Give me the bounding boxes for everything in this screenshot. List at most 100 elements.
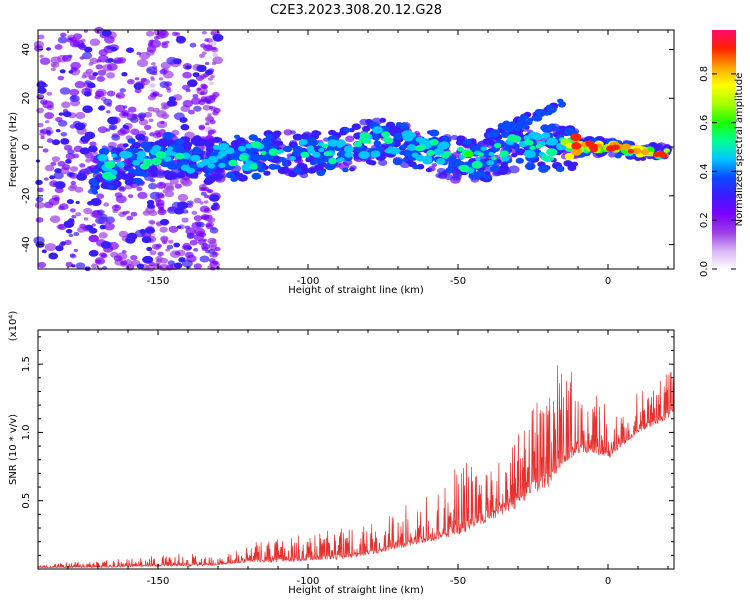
spectrogram-cell [58,205,65,211]
snr-scale-label: (x10⁴) [8,311,19,342]
spectrogram-cell [61,101,71,109]
spectrogram-cell [161,113,170,119]
spectrogram-cell [136,263,145,269]
spectrogram-cell [426,150,435,156]
spectrogram-cell [40,135,45,140]
spectrogram-cell [436,158,446,165]
spectrogram-y-axis-label: Frequency (Hz) [8,112,19,188]
spectrogram-cell [188,109,195,115]
spectrogram-cell [89,178,97,184]
spectrogram-cell [366,159,374,165]
snr-x-axis-label: Height of straight line (km) [288,585,424,596]
spectrogram-cell [194,227,206,236]
spectrogram-cell [494,142,502,148]
spectrogram-cell [130,255,138,261]
spectrogram-cell [116,161,125,168]
spectrogram-cell [279,157,287,162]
spectrogram-cell [69,88,80,96]
spectrogram-cell [63,144,73,151]
spectrogram-cell [34,45,44,52]
spectrogram-cell [306,137,316,144]
spectrogram-cell [372,126,383,134]
spectrogram-cell [204,208,209,212]
spectrogram-cell [88,74,96,81]
spectrogram-cell [149,191,161,200]
spectrogram-cell [190,154,201,162]
spectrogram-cell [74,80,86,89]
spectrogram-cell [164,190,175,198]
spectrogram-cell [201,84,209,90]
spectrogram-cell [373,140,382,146]
spectrogram-cell [311,130,321,137]
spectrogram-cell [541,154,550,161]
spectrogram-cell [546,137,559,146]
spectrogram-cell [281,161,289,167]
spectrogram-cell [208,81,214,85]
spectrogram-cell [392,158,403,166]
spectrogram-cell [237,174,248,182]
spectrogram-cell [37,122,44,128]
spectrogram-cell [159,81,170,89]
spectrogram-cell [58,120,68,127]
spectrogram-cell [318,148,325,153]
spectrogram-cell [176,35,186,44]
spectrogram-cell [456,135,466,142]
spectrogram-cell [127,167,136,174]
spectrogram-cell [265,133,273,139]
spectrogram-cell [200,191,207,196]
spectrogram-cell [91,223,96,227]
spectrogram-x-tick-label: -100 [297,276,320,287]
spectrogram-cell [84,167,95,175]
spectrogram-cell [298,139,308,146]
spectrogram-cell [608,152,616,158]
spectrogram-cell [74,122,86,131]
spectrogram-cell [238,154,248,161]
spectrogram-cell [45,130,51,135]
spectrogram-cell [212,56,223,65]
spectrogram-cell [491,156,497,161]
spectrogram-cell [95,64,103,70]
spectrogram-cell [157,251,164,257]
spectrogram-cell [44,243,57,252]
spectrogram-cell [207,132,213,136]
spectrogram-cell [64,239,72,246]
spectrogram-cell [150,172,158,177]
spectrogram-cell [215,137,223,142]
spectrogram-x-axis-label: Height of straight line (km) [288,285,424,296]
spectrogram-cell [212,52,219,58]
spectrogram-cell [46,91,53,96]
spectrogram-cell [172,31,178,36]
spectrogram-cell [344,151,354,158]
spectrogram-y-tick-label: 40 [21,43,32,56]
spectrogram-cell [136,51,142,56]
spectrogram-cell [173,58,182,65]
spectrogram-cell [508,165,520,174]
spectrogram-cell [516,122,526,129]
spectrogram-cell [343,127,350,133]
spectrogram-cell [82,51,93,60]
spectrogram-cell [126,215,134,221]
spectrogram-cell [51,156,61,163]
spectrogram-cell [203,44,213,52]
spectrogram-cell [202,104,211,111]
spectrogram-cell [73,231,80,237]
spectrogram-cell [320,157,327,162]
spectrogram-cell [277,149,284,154]
snr-panel: -150 -100 -50 0 0.5 1.0 1.5 Height of straight… [8,311,675,596]
spectrogram-cell [351,123,361,130]
spectrogram-cell [115,92,125,99]
spectrogram-cell [537,109,546,116]
spectrogram-cell [139,229,147,234]
spectrogram-cell [271,132,281,139]
spectrogram-cell [547,106,557,114]
colorbar-tick-label: 0.2 [699,212,710,228]
spectrogram-cell [165,264,174,271]
spectrogram-cell [186,167,195,174]
spectrogram-cell [193,215,203,222]
spectrogram-cell [208,106,214,110]
spectrogram-cell [343,145,354,153]
spectrogram-cell [234,134,241,139]
spectrogram-cell [79,147,90,155]
spectrogram-cell [225,171,235,179]
spectrogram-cell [54,168,62,174]
